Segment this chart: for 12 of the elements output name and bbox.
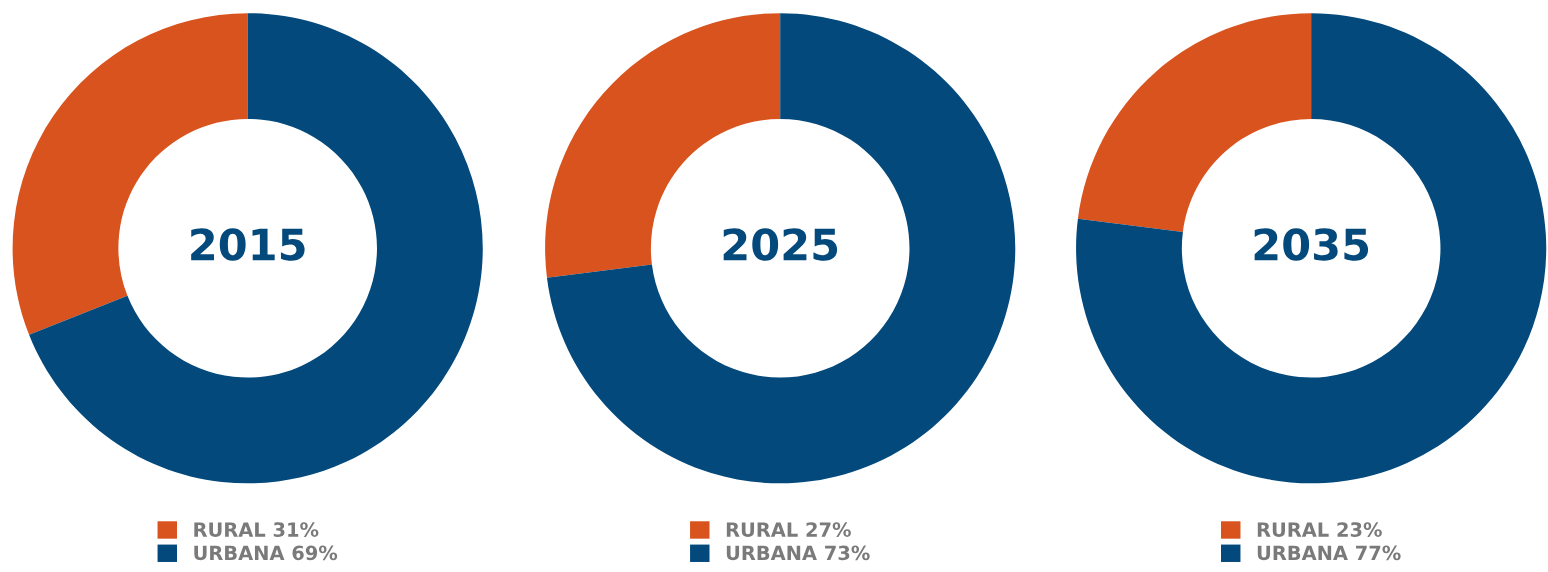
- legend-label: RURAL 31%: [194, 522, 319, 537]
- text: 2025: [723, 228, 838, 261]
- text: 2035: [1254, 228, 1369, 261]
- legend-label: RURAL 27%: [726, 522, 851, 537]
- donut-slice: [546, 13, 1016, 484]
- donut-slice: [29, 13, 483, 484]
- donut-slice: [1076, 13, 1547, 484]
- legend-label: URBANA 69%: [194, 545, 338, 561]
- legend-label: RURAL 23%: [1257, 522, 1382, 537]
- text: 2015: [191, 228, 305, 261]
- legend-label: URBANA 77%: [1257, 545, 1401, 561]
- legend-label: URBANA 73%: [726, 545, 870, 561]
